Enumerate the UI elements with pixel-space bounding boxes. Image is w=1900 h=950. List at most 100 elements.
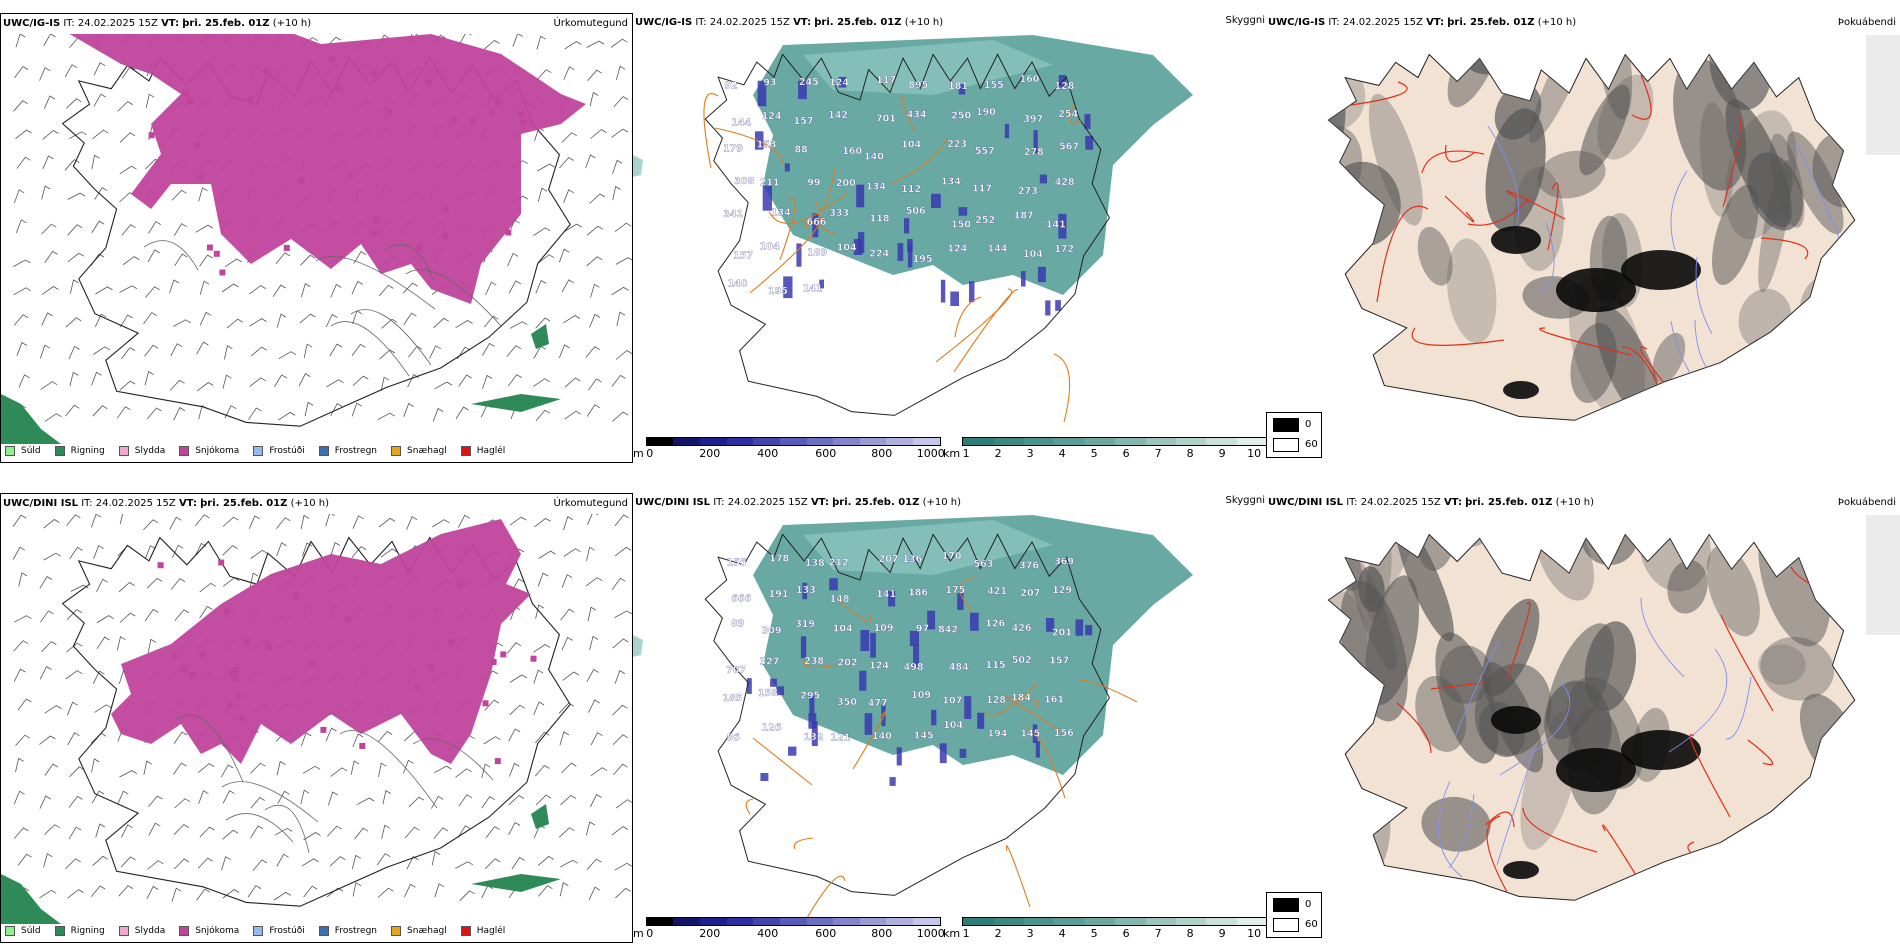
cloud-base-value: 238	[804, 656, 824, 667]
cloud-base-value: 207	[879, 554, 899, 565]
fog-band	[1712, 184, 1759, 286]
wind-barb	[17, 698, 32, 711]
cloud-base-value: 118	[870, 214, 890, 225]
river-line	[1695, 256, 1713, 335]
wind-barb	[406, 856, 419, 870]
wind-barb	[537, 163, 555, 172]
fog-map	[1327, 515, 1900, 901]
wind-barb	[169, 516, 182, 530]
cloud-base-streak	[1084, 114, 1091, 129]
wind-barb	[119, 770, 138, 778]
colorbar-unit: km	[943, 927, 961, 940]
cloud-base-value: 155	[984, 80, 1004, 91]
wind-barb	[535, 604, 544, 619]
colorbar-tick: 4	[1058, 447, 1066, 460]
cloud-base-value: 109	[911, 690, 931, 701]
colorbar-tick: 0	[646, 447, 654, 460]
wind-barb	[119, 132, 136, 143]
wind-barb	[64, 159, 80, 171]
wind-barb	[561, 132, 577, 143]
wind-barb	[352, 310, 363, 325]
cloud-base-value: 104	[1023, 249, 1043, 260]
cloud-base-value: 117	[876, 75, 896, 86]
cloud-base-streak	[1055, 300, 1061, 311]
snowfall-speck	[336, 84, 343, 91]
cloud-base-value: 842	[938, 625, 958, 636]
legend-swatch	[5, 926, 15, 936]
snowfall-speck	[219, 269, 226, 276]
wind-barb	[537, 855, 554, 866]
legend-swatch	[54, 446, 65, 456]
wind-barb	[613, 96, 629, 108]
snowfall-speck	[414, 684, 421, 691]
colorbar-cells	[645, 437, 941, 446]
wind-barb	[616, 65, 626, 80]
cloud-base-streak	[1085, 135, 1094, 150]
wind-barb	[614, 670, 626, 684]
wind-barb	[41, 641, 57, 652]
wind-barb	[69, 766, 85, 778]
colorbar-cells	[645, 917, 941, 926]
cloud-base-value: 434	[907, 110, 927, 121]
wind-barb	[147, 860, 164, 870]
wind-barb	[16, 219, 27, 234]
wind-barb	[378, 762, 387, 777]
wind-barb	[222, 545, 238, 556]
colorbar-tick: 9	[1218, 927, 1226, 940]
colorbar-tick: 1	[962, 447, 970, 460]
legend-swatch	[179, 926, 190, 936]
snowfall-speck	[171, 654, 178, 661]
wind-barb	[589, 91, 599, 107]
wind-barb	[44, 250, 58, 264]
cloud-base-streak	[770, 678, 777, 687]
wind-barb	[122, 65, 136, 79]
wind-barb	[68, 795, 83, 808]
road-line	[1631, 74, 1652, 120]
wind-barb	[13, 615, 32, 623]
wind-barb	[44, 763, 59, 776]
fog-dense-area	[1621, 730, 1701, 770]
cloud-base-value: 428	[1055, 177, 1075, 188]
road-line	[350, 309, 432, 366]
wind-barb	[171, 189, 187, 201]
wind-barb	[431, 519, 450, 528]
wind-barb	[43, 34, 56, 47]
cloud-base-value: 666	[731, 594, 751, 605]
wind-barb	[13, 640, 29, 652]
legend-item: Haglél	[460, 926, 505, 936]
wind-barb	[119, 380, 136, 391]
wind-barb	[198, 763, 215, 773]
cloud-base-value: 273	[1018, 186, 1038, 197]
wind-barb	[455, 768, 472, 778]
wind-barb	[586, 546, 595, 561]
road-line	[891, 139, 948, 184]
snowfall-speck	[213, 250, 220, 257]
river-line	[1499, 681, 1571, 776]
legend-item: Frostúði	[253, 446, 305, 456]
cloud-base-streak	[798, 80, 807, 100]
wind-barb	[481, 796, 495, 809]
cloud-base-value: 426	[1012, 623, 1032, 634]
panel-header: UWC/DINI ISL IT: 24.02.2025 15Z VT: þri.…	[635, 497, 962, 508]
colorbar-tick: 3	[1026, 927, 1034, 940]
wind-barb	[351, 343, 366, 356]
cloud-base-value: 202	[838, 657, 858, 668]
wind-barb	[615, 799, 632, 809]
wind-barb	[43, 552, 62, 561]
cloud-base-streak	[1021, 271, 1026, 287]
height-colorbar: m 0 200 400 600 800 1000	[633, 917, 945, 940]
snowfall-speck	[370, 230, 377, 237]
wind-barb	[512, 34, 523, 47]
road-line	[1026, 727, 1066, 799]
cloud-base-streak	[958, 207, 968, 216]
wind-barb	[330, 283, 342, 298]
wind-barb	[250, 796, 266, 809]
cloud-base-value: 172	[1054, 244, 1074, 255]
wind-barb	[70, 584, 89, 592]
wind-barb	[41, 185, 51, 200]
cloud-base-value: 278	[1024, 147, 1044, 158]
fog-band	[1760, 636, 1835, 701]
wind-barb	[433, 827, 449, 839]
wind-barb	[67, 192, 86, 200]
cloud-base-value: 319	[795, 619, 815, 630]
